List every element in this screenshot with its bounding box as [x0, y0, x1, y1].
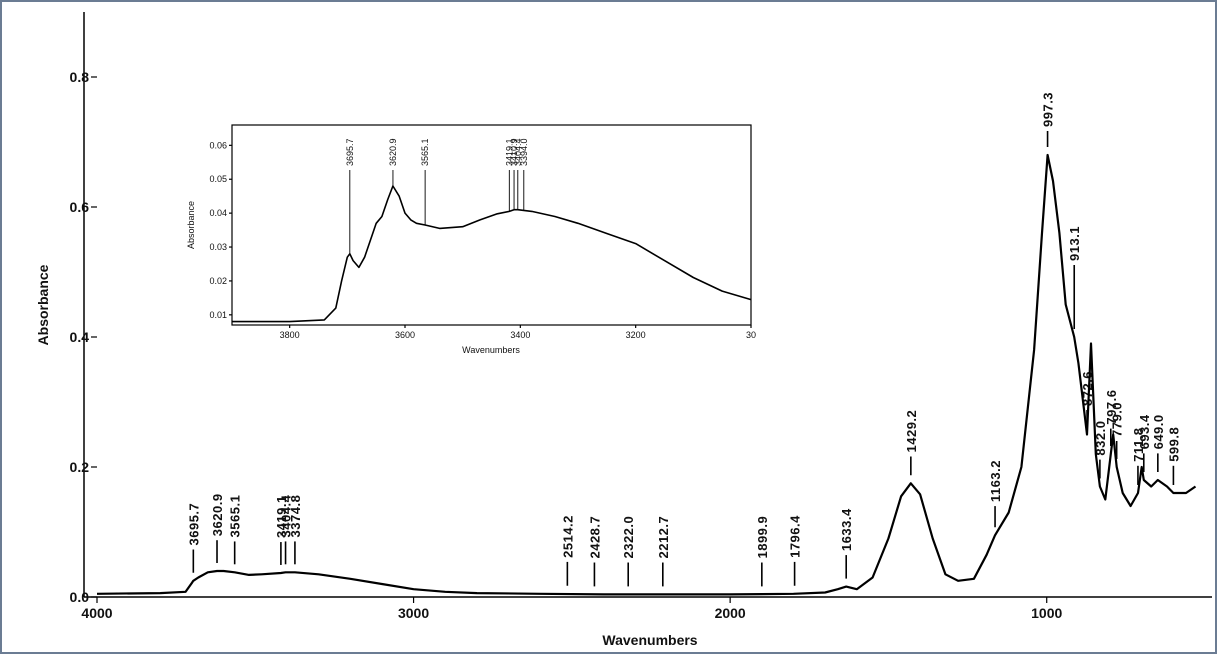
main-peak-label: 1633.4	[839, 508, 854, 551]
inset-x-tick-label: 3400	[510, 330, 530, 340]
inset-x-tick-label: 3200	[626, 330, 646, 340]
main-y-tick-label: 0.0	[70, 589, 90, 605]
inset-peak-label: 3620.9	[388, 138, 398, 166]
inset-ticks: 3800 3600 3400 3200 30 0.01 0.02 0.03 0.04 0.05 0.…	[209, 140, 756, 340]
inset-y-tick-label: 0.03	[209, 242, 227, 252]
main-peak-label: 693.4	[1137, 414, 1152, 449]
inset-chart: 3800 3600 3400 3200 30 0.01 0.02 0.03 0.04 0.05 0.…	[186, 124, 756, 355]
main-peak-label: 3695.7	[186, 503, 201, 546]
inset-peak-markers: 3695.7 3620.9 3565.1 3419.13410.93404.43394…	[345, 138, 529, 254]
inset-y-tick-label: 0.02	[209, 276, 227, 286]
main-peak-label: 913.1	[1067, 226, 1082, 261]
inset-peak-label: 3394.0	[519, 138, 529, 166]
inset-x-tick-label: 3800	[280, 330, 300, 340]
main-peak-label: 711.8	[1131, 427, 1146, 461]
main-peak-label: 1163.2	[988, 460, 1003, 502]
main-peak-label: 2514.2	[560, 515, 575, 558]
main-y-tick-label: 0.8	[70, 69, 90, 85]
main-peak-label: 997.3	[1041, 92, 1056, 127]
inset-y-tick-label: 0.05	[209, 174, 227, 184]
main-peak-label: 1899.9	[755, 516, 770, 559]
inset-peak-label: 3419.1	[504, 138, 514, 166]
inset-y-tick-label: 0.06	[209, 140, 227, 150]
main-peak-label: 599.8	[1166, 427, 1181, 462]
main-peak-label: 3374.8	[288, 495, 303, 538]
main-x-tick-label: 4000	[81, 605, 112, 621]
inset-x-tick-label: 30	[746, 330, 756, 340]
main-peak-label: 2428.7	[587, 516, 602, 559]
main-y-tick-label: 0.6	[70, 199, 90, 215]
main-spectrum-line	[96, 153, 1197, 596]
main-peak-label: 872.6	[1080, 371, 1095, 406]
main-x-tick-label: 3000	[398, 605, 429, 621]
main-peak-label: 797.6	[1104, 390, 1119, 425]
inset-peak-label: 3404.4	[513, 138, 523, 166]
inset-peak-label: 3565.1	[420, 138, 430, 166]
main-peak-label: 832.0	[1093, 421, 1108, 456]
main-x-tick-label: 2000	[715, 605, 746, 621]
inset-y-axis-label: Absorbance	[186, 201, 196, 249]
inset-peak-label: 3410.9	[509, 138, 519, 166]
main-x-axis-label: Wavenumbers	[602, 632, 697, 648]
main-y-tick-label: 0.4	[70, 329, 90, 345]
inset-x-tick-label: 3600	[395, 330, 415, 340]
main-peak-label: 3404.4	[279, 494, 294, 537]
main-x-tick-label: 1000	[1031, 605, 1062, 621]
main-y-axis-label: Absorbance	[35, 264, 51, 345]
main-peak-label: 1429.2	[904, 410, 919, 453]
main-peak-label: 2322.0	[621, 516, 636, 559]
main-peak-label: 649.0	[1151, 414, 1166, 449]
main-peak-label: 2212.7	[656, 516, 671, 559]
main-peak-label: 3565.1	[228, 495, 243, 538]
main-ticks: 4000 3000 2000 1000 0.0 0.2 0.4 0.6 0.8	[70, 69, 1063, 621]
inset-x-axis-label: Wavenumbers	[462, 345, 520, 355]
inset-y-tick-label: 0.01	[209, 310, 227, 320]
main-peak-label: 779.0	[1110, 402, 1125, 437]
inset-peak-label: 3695.7	[345, 138, 355, 166]
main-peak-label: 3419.1	[274, 495, 289, 538]
main-peak-label: 3620.9	[210, 493, 225, 536]
inset-frame	[231, 124, 752, 326]
inset-spectrum-line	[232, 185, 752, 323]
main-y-tick-label: 0.2	[70, 459, 90, 475]
main-peak-label: 1796.4	[788, 515, 803, 558]
inset-y-tick-label: 0.04	[209, 208, 227, 218]
